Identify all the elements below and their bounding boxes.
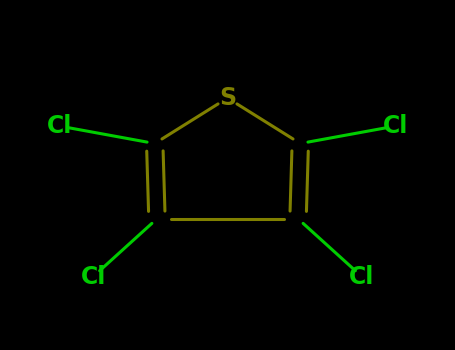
Text: Cl: Cl: [81, 265, 106, 288]
Text: Cl: Cl: [349, 265, 374, 288]
Text: S: S: [219, 86, 236, 110]
Text: Cl: Cl: [46, 114, 72, 138]
Text: Cl: Cl: [383, 114, 409, 138]
